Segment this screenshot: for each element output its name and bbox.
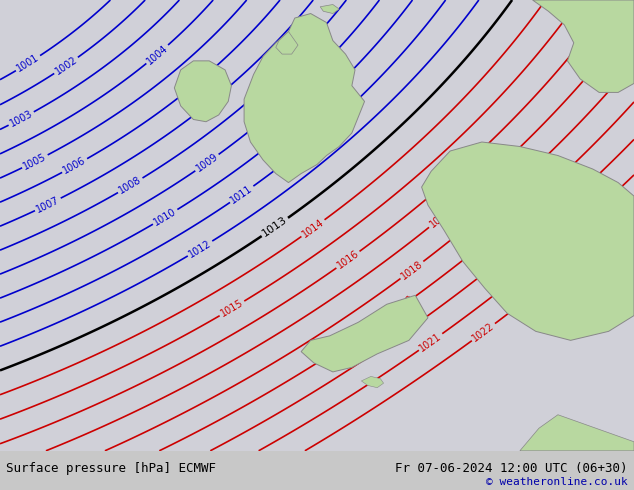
Text: 1003: 1003: [8, 108, 34, 129]
Polygon shape: [276, 31, 298, 54]
Text: 1019: 1019: [391, 294, 417, 316]
Text: 1002: 1002: [53, 54, 79, 76]
Text: 1018: 1018: [399, 259, 425, 281]
Polygon shape: [520, 415, 634, 451]
Text: 1013: 1013: [261, 215, 289, 239]
Polygon shape: [422, 142, 634, 341]
Polygon shape: [244, 14, 365, 183]
Polygon shape: [533, 0, 634, 93]
Text: 1011: 1011: [229, 183, 255, 205]
Text: 1001: 1001: [15, 52, 41, 74]
Text: 1015: 1015: [219, 298, 245, 319]
Text: 1004: 1004: [145, 43, 170, 66]
Text: 1016: 1016: [335, 248, 361, 271]
Text: 1014: 1014: [300, 217, 326, 240]
Text: 1017: 1017: [427, 207, 453, 230]
Text: 1010: 1010: [152, 206, 178, 227]
Text: Surface pressure [hPa] ECMWF: Surface pressure [hPa] ECMWF: [6, 462, 216, 475]
Text: 1005: 1005: [22, 151, 48, 172]
Text: Fr 07-06-2024 12:00 UTC (06+30): Fr 07-06-2024 12:00 UTC (06+30): [395, 462, 628, 475]
Text: 1006: 1006: [61, 155, 88, 176]
Polygon shape: [361, 376, 384, 388]
Text: 1009: 1009: [194, 151, 220, 174]
Polygon shape: [174, 61, 231, 122]
Text: 1021: 1021: [418, 331, 444, 353]
Text: © weatheronline.co.uk: © weatheronline.co.uk: [486, 477, 628, 487]
Polygon shape: [301, 295, 428, 372]
Text: 1007: 1007: [35, 195, 61, 215]
Text: 1012: 1012: [187, 238, 213, 259]
Text: 1008: 1008: [117, 175, 143, 196]
Polygon shape: [320, 4, 339, 14]
Text: 1020: 1020: [478, 256, 504, 279]
Text: 1022: 1022: [470, 321, 496, 343]
